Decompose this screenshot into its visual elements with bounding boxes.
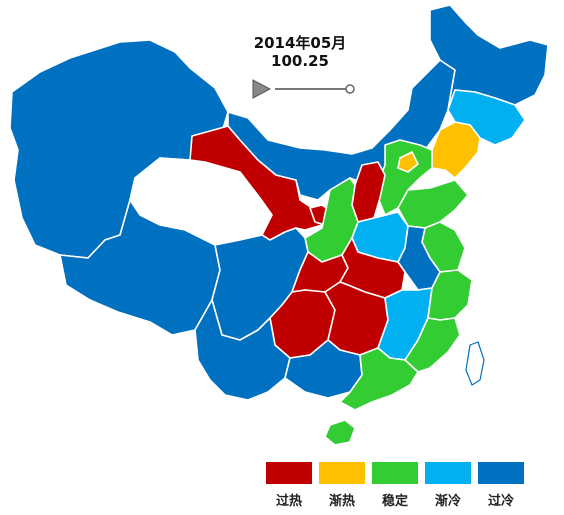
legend-label-overheat: 过热 (275, 494, 302, 509)
timeline-handle[interactable] (345, 84, 355, 94)
play-icon[interactable] (252, 79, 272, 99)
region-liaoning[interactable] (431, 121, 481, 179)
legend-label-stable: 稳定 (381, 494, 408, 509)
value-label: 100.25 (271, 52, 329, 70)
legend-label-cooling: 渐冷 (434, 494, 461, 509)
legend-item-overheat: 过热 (266, 462, 314, 509)
legend-item-stable: 稳定 (372, 462, 420, 509)
legend-item-overcool: 过冷 (478, 462, 526, 509)
legend-label-warming: 渐热 (328, 494, 355, 509)
legend-swatch-cooling (425, 462, 471, 484)
legend-swatch-warming (319, 462, 365, 484)
legend-item-cooling: 渐冷 (425, 462, 473, 509)
date-label: 2014年05月 (253, 34, 347, 52)
legend: 过热 渐热 稳定 渐冷 过冷 (266, 462, 528, 510)
region-beijing[interactable] (397, 151, 419, 173)
region-hainan[interactable] (324, 419, 356, 446)
legend-swatch-stable (372, 462, 418, 484)
legend-label-overcool: 过冷 (487, 494, 514, 509)
legend-item-warming: 渐热 (319, 462, 367, 509)
legend-swatch-overcool (478, 462, 524, 484)
region-taiwan[interactable] (465, 341, 485, 386)
region-heilongjiang[interactable] (429, 4, 549, 111)
region-guangdong[interactable] (339, 347, 419, 411)
legend-swatch-overheat (266, 462, 312, 484)
